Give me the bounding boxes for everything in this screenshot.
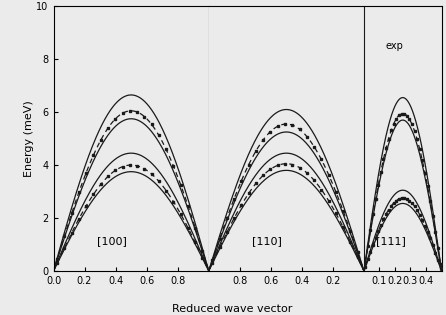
Text: [111]: [111] bbox=[376, 237, 405, 246]
Text: Reduced wave vector: Reduced wave vector bbox=[172, 304, 292, 314]
Text: exp: exp bbox=[386, 41, 404, 51]
Text: [110]: [110] bbox=[252, 237, 282, 246]
Y-axis label: Energy (meV): Energy (meV) bbox=[24, 100, 33, 177]
Text: [100]: [100] bbox=[97, 237, 127, 246]
